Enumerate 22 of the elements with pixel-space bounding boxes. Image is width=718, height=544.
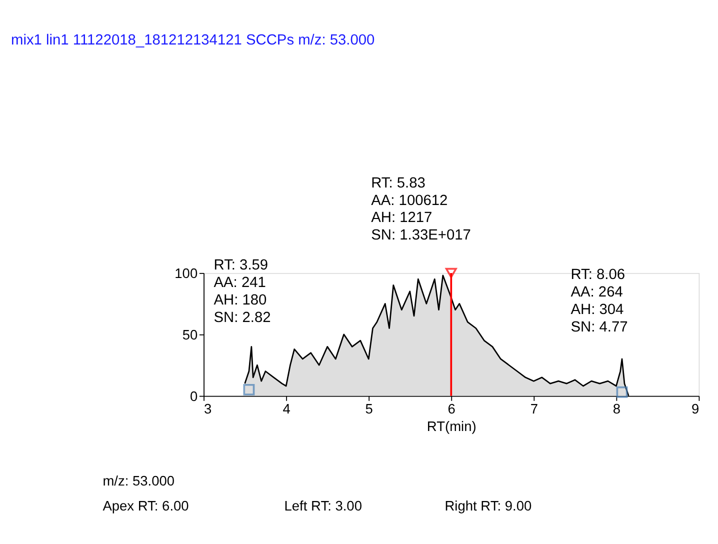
chart-title: mix1 lin1 11122018_181212134121 SCCPs m/z: 53.000 <box>11 32 375 48</box>
x-tick-label: 8 <box>612 402 621 417</box>
annotation: RT: 5.83 AA: 100612 AH: 1217 SN: 1.33E+017 <box>371 175 471 244</box>
y-tick-label: 0 <box>190 388 198 404</box>
annotation: RT: 8.06 AA: 264 AH: 304 SN: 4.77 <box>570 267 628 336</box>
text: m/z: 53.000 <box>102 474 175 489</box>
point <box>616 386 628 398</box>
x-tick-label: 6 <box>448 402 456 417</box>
point <box>243 384 255 396</box>
text: Left RT: 3.00 <box>284 498 362 514</box>
y-tick-label: 50 <box>182 327 198 342</box>
text: Apex RT: 6.00 <box>102 498 190 514</box>
x-tick-label: 5 <box>365 402 374 417</box>
point <box>445 268 457 278</box>
text: Right RT: 9.00 <box>444 498 532 514</box>
annotation: RT: 3.59 AA: 241 AH: 180 SN: 2.82 <box>214 258 271 326</box>
x-tick-label: 3 <box>204 402 212 417</box>
x-axis-title: RT(min) <box>426 419 476 434</box>
x-tick-label: 4 <box>282 402 291 417</box>
x-tick-label: 7 <box>530 402 538 417</box>
y-tick-label: 100 <box>174 266 198 281</box>
x-tick-label: 9 <box>692 402 700 417</box>
